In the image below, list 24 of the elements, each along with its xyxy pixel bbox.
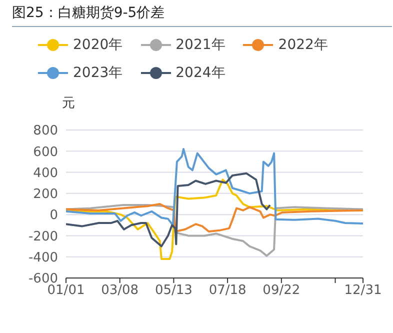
line-series <box>66 203 363 232</box>
x-tick-label: 01/01 <box>47 283 85 298</box>
x-tick-label: 12/31 <box>344 283 382 298</box>
y-tick-label: -200 <box>28 229 58 244</box>
y-tick-label: 0 <box>50 208 58 224</box>
legend-label: 2021年 <box>176 36 226 54</box>
y-tick-label: 600 <box>33 144 58 160</box>
x-tick-label: 05/13 <box>154 283 192 298</box>
line-series <box>66 204 363 257</box>
legend-label: 2024年 <box>176 64 226 82</box>
y-axis-title: 元 <box>62 95 75 112</box>
x-tick-label: 07/18 <box>208 283 246 298</box>
y-tick-label: 400 <box>33 166 58 181</box>
legend-label: 2020年 <box>73 36 123 54</box>
line-series <box>66 148 363 226</box>
x-tick-label: 09/22 <box>262 283 300 298</box>
legend-label: 2022年 <box>278 36 328 54</box>
y-tick-label: 800 <box>33 124 58 139</box>
y-tick-label: 200 <box>33 187 58 202</box>
line-series <box>66 172 271 248</box>
chart-title: 图25：白糖期货9-5价差 <box>12 4 392 27</box>
x-tick-label: 03/08 <box>101 283 139 298</box>
legend-label: 2023年 <box>73 64 123 82</box>
y-tick-label: -400 <box>28 250 58 266</box>
